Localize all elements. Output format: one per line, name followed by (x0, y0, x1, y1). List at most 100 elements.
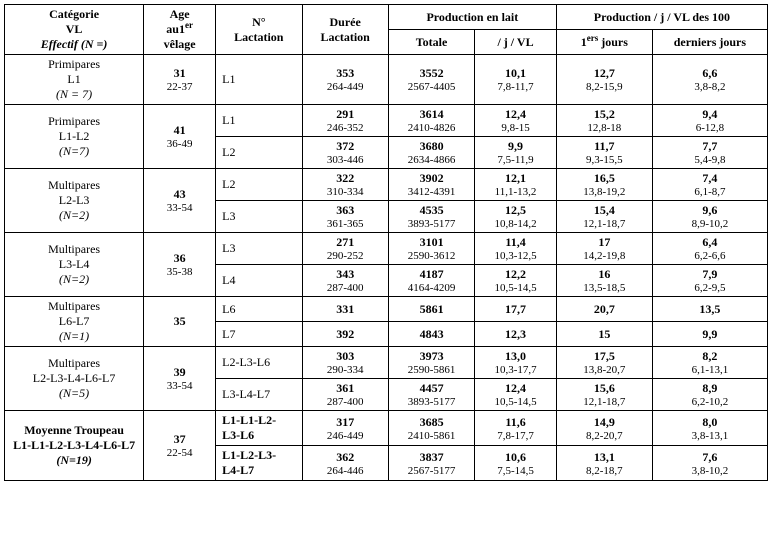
category-cell: MultiparesL3-L4(N=2) (5, 233, 144, 297)
value-range: 264-446 (306, 465, 385, 477)
value-main: 12,4 (478, 107, 553, 122)
value-main: 3973 (392, 349, 471, 364)
value-cell: 8,03,8-13,1 (652, 411, 767, 446)
value-cell: 36142410-4826 (388, 105, 474, 137)
value-main: 10,1 (478, 66, 553, 81)
value-range: 3893-5177 (392, 218, 471, 230)
value-main: 13,1 (560, 450, 649, 465)
value-cell: 10,17,8-11,7 (475, 55, 557, 105)
value-range: 287-400 (306, 396, 385, 408)
value-cell: 45353893-5177 (388, 201, 474, 233)
lactation-cell: L3 (216, 233, 302, 265)
value-range: 2410-5861 (392, 430, 471, 442)
value-cell: 9,97,5-11,9 (475, 137, 557, 169)
value-range: 7,8-17,7 (478, 430, 553, 442)
age-main: 43 (147, 187, 212, 202)
value-cell: 353264-449 (302, 55, 388, 105)
value-range: 8,2-20,7 (560, 430, 649, 442)
table-header: Catégorie VL Effectif (N =) Age au1er vê… (5, 5, 768, 55)
value-main: 11,4 (478, 235, 553, 250)
value-main: 12,3 (478, 327, 553, 342)
hdr-category-l1: Catégorie (8, 7, 140, 22)
value-cell: 9,9 (652, 322, 767, 347)
value-main: 3685 (392, 415, 471, 430)
value-range: 6,2-6,6 (656, 250, 764, 262)
value-main: 4457 (392, 381, 471, 396)
lactation-cell: L4 (216, 265, 302, 297)
value-range: 10,3-17,7 (478, 364, 553, 376)
value-cell: 13,18,2-18,7 (556, 446, 652, 481)
value-range: 6,1-13,1 (656, 364, 764, 376)
category-effectif: (N=2) (8, 272, 140, 287)
lactation-cell: L6 (216, 297, 302, 322)
value-main: 5861 (392, 302, 471, 317)
value-cell: 13,010,3-17,7 (475, 347, 557, 379)
table-row: MultiparesL2-L3-L4-L6-L7(N=5)3933-54L2-L… (5, 347, 768, 379)
lactation-cell: L1 (216, 55, 302, 105)
value-range: 12,8-18 (560, 122, 649, 134)
value-range: 3,8-13,1 (656, 430, 764, 442)
hdr-age-l3: vêlage (147, 37, 212, 52)
hdr-nlac: N° Lactation (216, 5, 302, 55)
value-main: 3837 (392, 450, 471, 465)
value-range: 361-365 (306, 218, 385, 230)
value-range: 7,5-14,5 (478, 465, 553, 477)
value-cell: 17,7 (475, 297, 557, 322)
value-main: 9,9 (478, 139, 553, 154)
value-cell: 36852410-5861 (388, 411, 474, 446)
category-effectif: (N=19) (8, 453, 140, 468)
category-cell: MultiparesL6-L7(N=1) (5, 297, 144, 347)
value-main: 392 (306, 327, 385, 342)
value-cell: 6,46,2-6,6 (652, 233, 767, 265)
category-line: L3-L4 (8, 257, 140, 272)
value-main: 15,6 (560, 381, 649, 396)
value-range: 8,2-18,7 (560, 465, 649, 477)
value-main: 8,9 (656, 381, 764, 396)
table-row: MultiparesL6-L7(N=1)35L6331586117,720,71… (5, 297, 768, 322)
category-main: Multipares (8, 178, 140, 193)
value-cell: 361287-400 (302, 379, 388, 411)
value-main: 4535 (392, 203, 471, 218)
value-cell: 15,212,8-18 (556, 105, 652, 137)
value-cell: 41874164-4209 (388, 265, 474, 297)
value-cell: 9,68,9-10,2 (652, 201, 767, 233)
age-range: 33-54 (147, 202, 212, 214)
value-range: 2634-4866 (392, 154, 471, 166)
value-range: 6,2-10,2 (656, 396, 764, 408)
value-range: 9,3-15,5 (560, 154, 649, 166)
value-range: 3,8-8,2 (656, 81, 764, 93)
value-cell: 12,111,1-13,2 (475, 169, 557, 201)
category-effectif: (N=7) (8, 144, 140, 159)
category-effectif: (N = 7) (8, 87, 140, 102)
value-cell: 372303-446 (302, 137, 388, 169)
hdr-age-l1: Age (147, 7, 212, 22)
value-range: 2590-5861 (392, 364, 471, 376)
value-range: 303-446 (306, 154, 385, 166)
category-line: L2-L3-L4-L6-L7 (8, 371, 140, 386)
value-range: 8,2-15,9 (560, 81, 649, 93)
age-main: 31 (147, 66, 212, 81)
value-cell: 4843 (388, 322, 474, 347)
value-main: 12,2 (478, 267, 553, 282)
value-main: 7,7 (656, 139, 764, 154)
table-row: PrimiparesL1-L2(N=7)4136-49L1291246-3523… (5, 105, 768, 137)
lactation-cell: L1-L2-L3-L4-L7 (216, 446, 302, 481)
table-row: Moyenne TroupeauL1-L1-L2-L3-L4-L6-L7(N=1… (5, 411, 768, 446)
lactation-cell: L1-L1-L2-L3-L6 (216, 411, 302, 446)
value-cell: 9,46-12,8 (652, 105, 767, 137)
hdr-derniers: derniers jours (652, 30, 767, 55)
value-cell: 12,78,2-15,9 (556, 55, 652, 105)
value-main: 8,2 (656, 349, 764, 364)
hdr-category: Catégorie VL Effectif (N =) (5, 5, 144, 55)
value-cell: 12,3 (475, 322, 557, 347)
category-cell: PrimiparesL1(N = 7) (5, 55, 144, 105)
value-main: 12,1 (478, 171, 553, 186)
value-cell: 7,75,4-9,8 (652, 137, 767, 169)
value-cell: 291246-352 (302, 105, 388, 137)
category-cell: Moyenne TroupeauL1-L1-L2-L3-L4-L6-L7(N=1… (5, 411, 144, 481)
value-range: 14,2-19,8 (560, 250, 649, 262)
hdr-nlac-l2: Lactation (219, 30, 298, 45)
lac-line: L3-L6 (222, 428, 254, 442)
value-main: 9,6 (656, 203, 764, 218)
age-cell: 3635-38 (144, 233, 216, 297)
